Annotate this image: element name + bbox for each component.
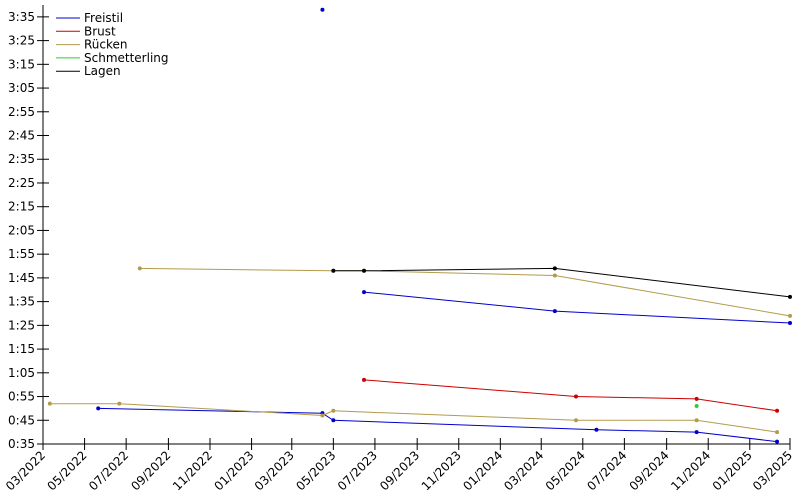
x-tick-label: 09/2024 bbox=[627, 448, 672, 493]
x-tick-label: 09/2023 bbox=[377, 448, 422, 493]
data-point bbox=[594, 427, 599, 432]
x-tick-label: 07/2023 bbox=[335, 448, 380, 493]
x-tick-label: 11/2024 bbox=[668, 448, 713, 493]
y-tick-label: 1:55 bbox=[8, 247, 35, 261]
data-point bbox=[573, 418, 578, 423]
x-tick-label: 05/2022 bbox=[45, 448, 90, 493]
y-tick-label: 2:45 bbox=[8, 129, 35, 143]
data-point bbox=[788, 294, 792, 299]
data-point bbox=[137, 266, 142, 271]
series-rücken bbox=[47, 266, 792, 435]
data-point bbox=[694, 430, 699, 435]
y-tick-label: 2:55 bbox=[8, 105, 35, 119]
series-line bbox=[98, 407, 778, 443]
x-tick-label: 03/2025 bbox=[750, 448, 795, 493]
y-tick-label: 0:55 bbox=[8, 390, 35, 404]
data-point bbox=[331, 268, 336, 273]
x-tick-label: 11/2022 bbox=[170, 448, 215, 493]
series-freistil bbox=[96, 7, 792, 444]
x-tick-label: 03/2022 bbox=[3, 448, 48, 493]
y-tick-label: 3:05 bbox=[8, 81, 35, 95]
legend-entry: Schmetterling bbox=[84, 51, 169, 65]
series-line bbox=[333, 267, 791, 298]
data-point bbox=[552, 273, 557, 278]
data-point bbox=[775, 408, 780, 413]
y-tick-label: 2:25 bbox=[8, 176, 35, 190]
legend-entry: Rücken bbox=[84, 38, 128, 52]
y-tick-label: 2:15 bbox=[8, 200, 35, 214]
x-tick-label: 01/2023 bbox=[212, 448, 257, 493]
x-tick-label: 01/2025 bbox=[710, 448, 755, 493]
data-point bbox=[96, 406, 101, 411]
x-tick-label: 05/2023 bbox=[293, 448, 338, 493]
data-point bbox=[117, 401, 122, 406]
series-line bbox=[363, 379, 778, 412]
x-tick-label: 11/2023 bbox=[419, 448, 464, 493]
data-point bbox=[788, 320, 792, 325]
legend-entry: Lagen bbox=[84, 64, 121, 78]
data-point bbox=[694, 396, 699, 401]
data-point bbox=[788, 313, 792, 318]
data-point bbox=[331, 408, 336, 413]
data-point bbox=[552, 309, 557, 314]
x-tick-label: 07/2022 bbox=[86, 448, 131, 493]
series-lagen bbox=[331, 266, 792, 299]
x-tick-label: 07/2024 bbox=[584, 448, 629, 493]
x-tick-label: 03/2023 bbox=[252, 448, 297, 493]
y-tick-label: 2:05 bbox=[8, 223, 35, 237]
data-point bbox=[694, 418, 699, 423]
series-schmetterling bbox=[694, 404, 699, 409]
y-tick-label: 1:25 bbox=[8, 318, 35, 332]
data-point bbox=[362, 377, 367, 382]
data-point bbox=[694, 404, 699, 409]
y-tick-label: 2:35 bbox=[8, 152, 35, 166]
data-point bbox=[320, 413, 325, 418]
legend-entry: Freistil bbox=[84, 11, 123, 25]
data-point bbox=[775, 439, 780, 444]
data-point bbox=[320, 7, 325, 12]
y-tick-label: 0:35 bbox=[8, 437, 35, 451]
x-tick-label: 01/2024 bbox=[460, 448, 505, 493]
y-tick-label: 3:15 bbox=[8, 57, 35, 71]
data-point bbox=[362, 268, 367, 273]
data-point bbox=[362, 290, 367, 295]
series-layer bbox=[47, 7, 792, 444]
y-tick-label: 1:15 bbox=[8, 342, 35, 356]
y-tick-label: 1:35 bbox=[8, 295, 35, 309]
series-brust bbox=[362, 377, 780, 413]
y-tick-label: 1:05 bbox=[8, 366, 35, 380]
y-tick-label: 3:35 bbox=[8, 10, 35, 24]
y-tick-label: 1:45 bbox=[8, 271, 35, 285]
data-point bbox=[552, 266, 557, 271]
y-tick-label: 3:25 bbox=[8, 34, 35, 48]
data-point bbox=[47, 401, 52, 406]
series-line bbox=[49, 403, 778, 433]
data-point bbox=[331, 418, 336, 423]
series-line bbox=[363, 291, 791, 324]
x-tick-label: 03/2024 bbox=[501, 448, 546, 493]
x-tick-label: 05/2024 bbox=[543, 448, 588, 493]
legend-entry: Brust bbox=[84, 24, 116, 38]
x-tick-label: 09/2022 bbox=[128, 448, 173, 493]
y-tick-label: 0:45 bbox=[8, 413, 35, 427]
data-point bbox=[573, 394, 578, 399]
series-line bbox=[139, 267, 791, 317]
data-point bbox=[775, 430, 780, 435]
